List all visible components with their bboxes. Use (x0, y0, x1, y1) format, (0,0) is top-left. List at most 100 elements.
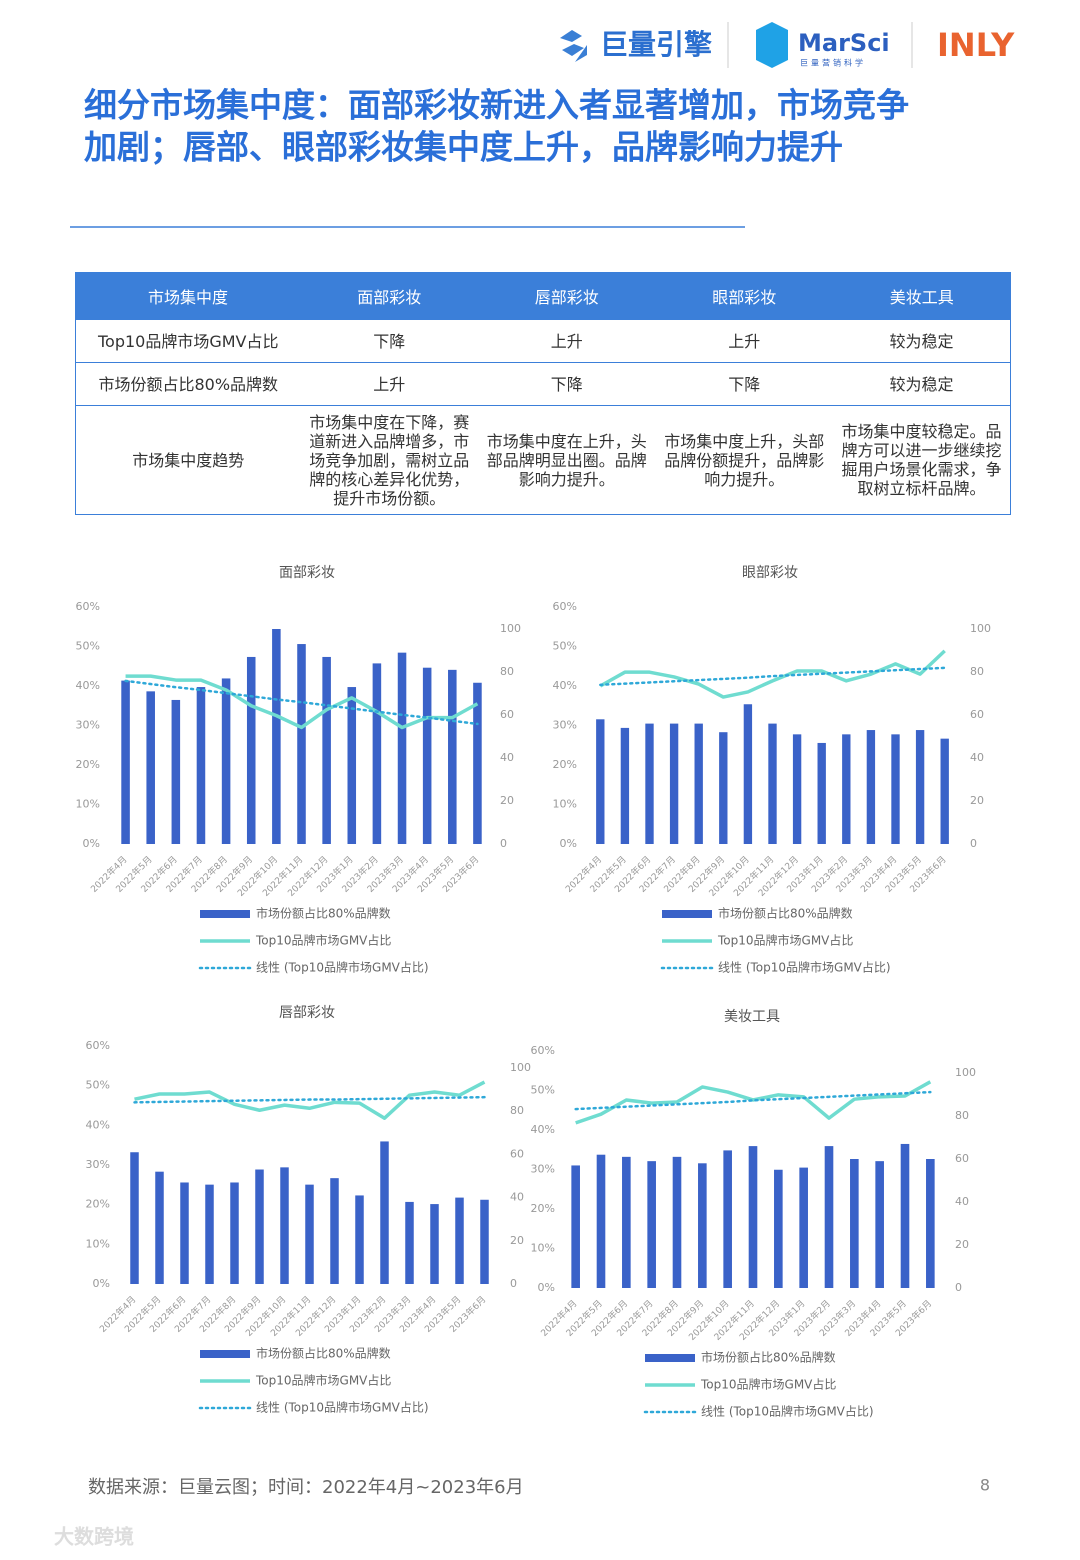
y-tick-label: 60% (86, 1039, 110, 1052)
bar (719, 732, 728, 844)
y-tick-label: 20% (76, 758, 100, 771)
bar (155, 1171, 164, 1284)
bar (596, 719, 605, 844)
bar (397, 652, 407, 844)
bar (146, 691, 155, 844)
y-tick-label: 30% (76, 719, 100, 732)
bar (940, 738, 949, 844)
y-tick-label: 40% (76, 679, 100, 692)
bar (817, 742, 826, 844)
header-cell: 唇部彩妆 (477, 272, 656, 320)
table-header: 市场集中度 面部彩妆 唇部彩妆 眼部彩妆 美妆工具 (75, 272, 1011, 320)
bar (130, 1152, 139, 1284)
page-number: 8 (980, 1476, 990, 1495)
header-cell: 眼部彩妆 (655, 272, 834, 320)
source: 数据来源：巨量云图；时间：2022年4月~2023年6月 (88, 1477, 524, 1498)
legend-label: Top10品牌市场GMV占比 (700, 1377, 836, 1392)
table-row: Top10品牌市场GMV占比 下降 上升 上升 较为稳定 (75, 319, 1011, 363)
y-tick-label: 60% (553, 600, 577, 613)
y-tick-label: 10% (76, 798, 100, 811)
bar (255, 1169, 264, 1284)
bar (171, 699, 181, 844)
table-cell: 下降 (300, 319, 478, 363)
bar (926, 1159, 935, 1288)
chart-title: 眼部彩妆 (742, 565, 798, 581)
y2-tick-label: 60 (500, 708, 514, 721)
bar (372, 663, 382, 844)
y-tick-label: 30% (86, 1158, 110, 1171)
y-tick-label: 30% (553, 719, 577, 732)
bar (422, 667, 432, 844)
logo-icon (560, 30, 587, 62)
bar (792, 734, 802, 844)
bar (221, 678, 231, 844)
bar (121, 680, 130, 844)
y-tick-label: 40% (553, 679, 577, 692)
bar (297, 644, 306, 844)
bar (774, 1169, 783, 1288)
legend-label: 线性 (Top10品牌市场GMV占比) (718, 960, 891, 975)
title: 加剧；唇部、眼部彩妆集中度上升，品牌影响力提升 (84, 128, 843, 167)
y-tick-label: 20% (553, 758, 577, 771)
table-cell: 市场集中度在下降，赛道新进入品牌增多，市场竞争加剧，需树立品牌的核心差异化优势，… (300, 405, 478, 515)
y-tick-label: 60% (76, 600, 100, 613)
y2-tick-label: 60 (510, 1147, 524, 1160)
table-cell: 上升 (655, 319, 833, 363)
bar (305, 1184, 314, 1284)
legend-label: 市场份额占比80%品牌数 (256, 1346, 391, 1361)
trend-line (599, 666, 946, 687)
table-cell: 下降 (655, 362, 833, 406)
table-row: 市场集中度趋势 市场集中度在下降，赛道新进入品牌增多，市场竞争加剧，需树立品牌的核… (75, 405, 1011, 515)
bar (330, 1178, 339, 1284)
line (575, 1080, 932, 1125)
y-tick-label: 40% (86, 1118, 110, 1131)
bar (645, 723, 654, 844)
legend-swatch (645, 1354, 695, 1362)
bar (322, 656, 331, 844)
bar (672, 1156, 682, 1288)
legend-label: Top10品牌市场GMV占比 (717, 933, 853, 948)
bar (272, 629, 281, 844)
header-cell: 面部彩妆 (300, 272, 479, 320)
bar (280, 1167, 289, 1284)
table-row: 市场份额占比80%品牌数 上升 下降 下降 较为稳定 (75, 362, 1011, 406)
legend-label: 线性 (Top10品牌市场GMV占比) (256, 1400, 429, 1415)
bar (768, 723, 777, 844)
watermark: 大数跨境 (54, 1525, 134, 1549)
y-tick-label: 40% (531, 1123, 555, 1136)
bar (698, 1163, 707, 1288)
y-tick-label: 50% (531, 1084, 555, 1097)
bar (230, 1182, 239, 1284)
y2-tick-label: 80 (955, 1109, 969, 1122)
line (599, 649, 946, 699)
bar (743, 704, 753, 844)
chart-title: 唇部彩妆 (279, 1005, 335, 1021)
bar (723, 1150, 732, 1288)
y2-tick-label: 60 (970, 708, 984, 721)
y2-tick-label: 100 (970, 622, 991, 635)
header-cell: 市场集中度 (75, 272, 301, 320)
bar (430, 1204, 439, 1284)
bar (850, 1159, 859, 1288)
y2-tick-label: 40 (955, 1195, 969, 1208)
legend-swatch (200, 1350, 250, 1358)
legend-label: 线性 (Top10品牌市场GMV占比) (701, 1404, 874, 1419)
y2-tick-label: 80 (500, 665, 514, 678)
bar (875, 1161, 884, 1288)
line (125, 674, 479, 730)
table-cell: 市场集中度趋势 (75, 405, 301, 515)
bar (196, 687, 206, 844)
legend-label: 市场份额占比80%品牌数 (718, 906, 853, 921)
line (134, 1080, 486, 1120)
header-cell: 美妆工具 (832, 272, 1011, 320)
bar (380, 1141, 389, 1284)
y-tick-label: 0% (560, 837, 577, 850)
legend-label: Top10品牌市场GMV占比 (255, 933, 391, 948)
bar (669, 723, 679, 844)
y-tick-label: 10% (86, 1237, 110, 1250)
legend-label: Top10品牌市场GMV占比 (255, 1373, 391, 1388)
y2-tick-label: 0 (500, 837, 507, 850)
legend-label: 线性 (Top10品牌市场GMV占比) (256, 960, 429, 975)
y-tick-label: 50% (86, 1079, 110, 1092)
